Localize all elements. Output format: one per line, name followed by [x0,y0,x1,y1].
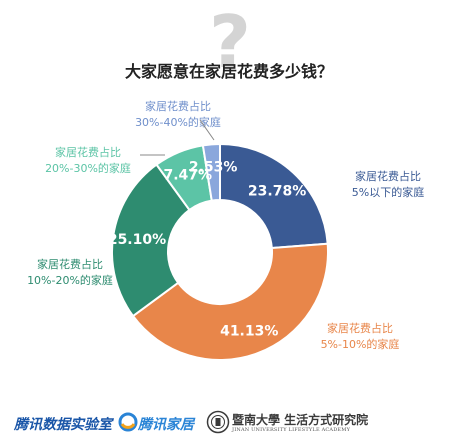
brand-tencent-home-label: 腾讯家居 [138,417,194,433]
slice-value-label-0: 23.78% [248,183,306,199]
donut-slice-2 [111,163,191,318]
slice-category-label-1-line-0: 家居花费占比 [327,321,393,335]
donut-slice-1 [131,242,329,361]
university-seal-icon [206,410,230,434]
slice-category-label-0-line-0: 家居花费占比 [355,169,421,183]
brand-tencent-data-lab: 腾讯数据实验室 [14,417,112,433]
tencent-home-logo-icon [118,412,138,432]
slice-category-label-0-line-1: 5%以下的家庭 [352,185,424,199]
slice-category-label-3-line-0: 家居花费占比 [55,145,121,159]
brand-jinan-label: 暨南大學 生活方式研究院 [232,413,369,427]
leader-line-4 [199,119,215,141]
slice-category-label-2-line-0: 家居花费占比 [37,257,103,271]
slice-category-label-2-line-1: 10%-20%的家庭 [27,273,113,287]
slice-category-label-1-line-1: 5%-10%的家庭 [321,337,400,351]
chart-title: 大家愿意在家居花费多少钱？ [124,62,333,81]
slice-category-label-3-line-1: 20%-30%的家庭 [45,161,131,175]
slice-value-label-4: 2.53% [189,159,238,175]
slice-value-label-3: 7.47% [163,167,212,183]
slice-category-label-4-line-1: 30%-40%的家庭 [135,115,221,129]
slice-value-label-1: 41.13% [220,324,278,340]
slice-category-label-4-line-0: 家居花费占比 [145,99,211,113]
donut-slice-0 [219,142,329,250]
question-mark-icon: ? [209,0,251,84]
slice-value-label-2: 25.10% [108,232,166,248]
brand-jinan-english: JINAN UNIVERSITY LIFESTYLE ACADEMY [232,427,351,433]
footer-brands: 腾讯数据实验室 腾讯家居 暨南大學 生活方式研究院 JINAN UNIVERSI… [0,400,458,440]
donut-slice-4 [201,142,221,202]
brand-jinan-university: 暨南大學 生活方式研究院 JINAN UNIVERSITY LIFESTYLE … [206,410,368,436]
brand-tencent-home: 腾讯家居 [118,412,194,433]
